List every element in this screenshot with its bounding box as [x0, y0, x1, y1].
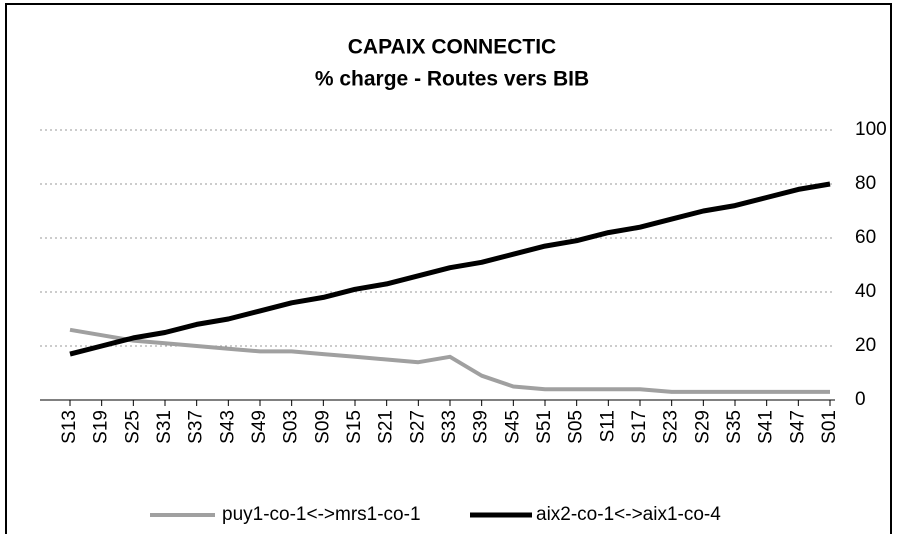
x-tick-label: S15 — [344, 410, 365, 444]
y-tick-label: 0 — [855, 389, 866, 410]
y-tick-label: 100 — [855, 119, 887, 140]
x-tick-label: S17 — [629, 410, 650, 444]
x-tick-label: S13 — [59, 410, 80, 444]
series-line — [69, 181, 831, 357]
y-tick-label: 60 — [855, 227, 876, 248]
chart-frame — [5, 3, 892, 534]
x-tick-label: S51 — [534, 410, 555, 444]
x-tick-label: S35 — [724, 410, 745, 444]
x-tick-label: S41 — [756, 410, 777, 444]
x-tick-label: S43 — [217, 410, 238, 444]
x-tick-label: S03 — [281, 410, 302, 444]
x-tick-label: S33 — [439, 410, 460, 444]
chart-title: CAPAIX CONNECTIC — [348, 36, 556, 59]
legend-label: aix2-co-1<->aix1-co-4 — [536, 504, 721, 525]
chart-subtitle: % charge - Routes vers BIB — [315, 68, 589, 91]
x-tick-label: S19 — [91, 410, 112, 444]
x-tick-label: S21 — [376, 410, 397, 444]
x-tick-label: S49 — [249, 410, 270, 444]
series-line — [69, 327, 830, 394]
x-tick-label: S23 — [661, 410, 682, 444]
x-tick-label: S27 — [407, 410, 428, 444]
x-tick-label: S45 — [502, 410, 523, 444]
y-tick-label: 20 — [855, 335, 876, 356]
x-tick-label: S09 — [312, 410, 333, 444]
legend-label: puy1-co-1<->mrs1-co-1 — [222, 504, 421, 525]
x-tick-label: S29 — [692, 410, 713, 444]
x-tick-label: S25 — [122, 410, 143, 444]
x-tick-label: S37 — [186, 410, 207, 444]
x-tick-label: S39 — [471, 410, 492, 444]
x-tick-label: S01 — [819, 410, 840, 444]
y-tick-label: 40 — [855, 281, 876, 302]
x-tick-label: S05 — [566, 410, 587, 444]
x-tick-label: S47 — [787, 410, 808, 444]
x-tick-label: S31 — [154, 410, 175, 444]
y-tick-label: 80 — [855, 173, 876, 194]
x-tick-label: S11 — [597, 410, 618, 442]
